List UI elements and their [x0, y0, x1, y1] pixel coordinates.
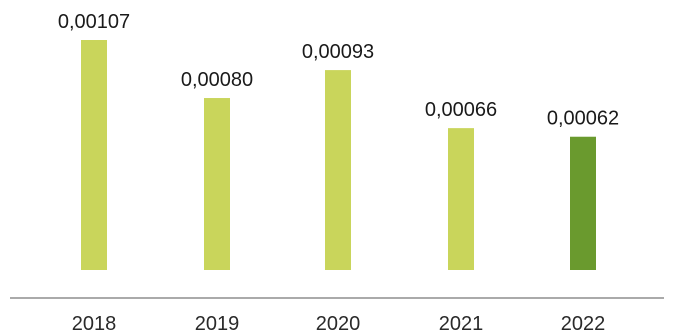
tick-label-2020: 2020 — [316, 313, 361, 335]
value-label-2021: 0,00066 — [425, 99, 497, 121]
value-label-2018: 0,00107 — [58, 11, 130, 33]
tick-label-2022: 2022 — [561, 313, 606, 335]
bar-2019 — [204, 98, 230, 270]
bar-2020 — [325, 70, 351, 270]
value-labels-layer: 0,00107 0,00080 0,00093 0,00066 0,00062 — [58, 11, 619, 130]
tick-label-2019: 2019 — [195, 313, 240, 335]
value-label-2020: 0,00093 — [302, 41, 374, 63]
tick-label-2018: 2018 — [72, 313, 117, 335]
tick-label-2021: 2021 — [439, 313, 484, 335]
bar-2018 — [81, 40, 107, 270]
tick-labels-layer: 2018 2019 2020 2021 2022 — [72, 313, 606, 335]
value-label-2019: 0,00080 — [181, 69, 253, 91]
value-label-2022: 0,00062 — [547, 108, 619, 130]
bar-2021 — [448, 128, 474, 270]
bar-2022 — [570, 136, 596, 270]
bars-layer — [81, 40, 596, 270]
